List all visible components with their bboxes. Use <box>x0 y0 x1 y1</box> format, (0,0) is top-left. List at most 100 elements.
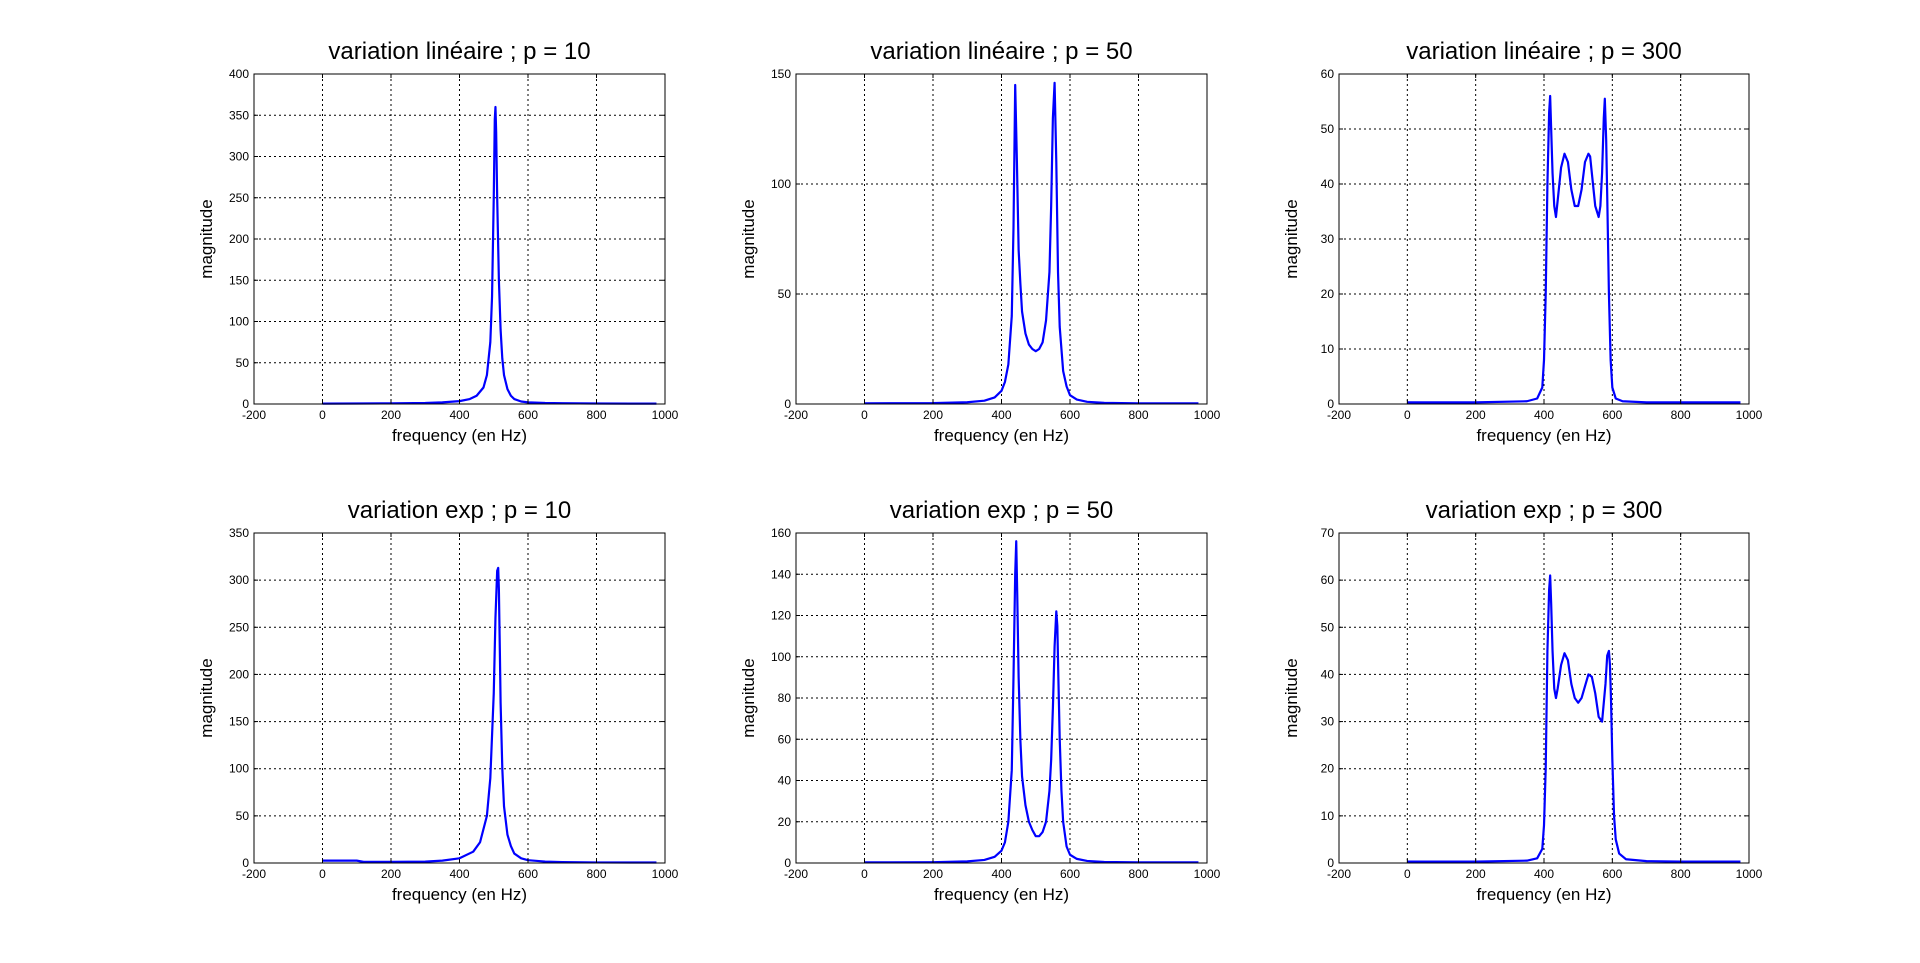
grid <box>1339 74 1749 404</box>
x-tick-label: 200 <box>381 408 401 422</box>
x-axis-label: frequency (en Hz) <box>392 426 527 445</box>
x-tick-label: 1000 <box>1736 408 1763 422</box>
y-tick-label: 150 <box>229 715 249 729</box>
y-tick-label: 0 <box>242 397 249 411</box>
y-tick-label: 80 <box>778 691 792 705</box>
y-tick-label: 100 <box>771 177 791 191</box>
y-tick-label: 50 <box>236 809 250 823</box>
x-tick-label: 1000 <box>1194 867 1221 881</box>
x-tick-label: 200 <box>1466 867 1486 881</box>
y-tick-label: 250 <box>229 620 249 634</box>
x-tick-label: -200 <box>242 408 266 422</box>
grid <box>796 533 1207 863</box>
y-tick-label: 100 <box>229 762 249 776</box>
y-tick-label: 40 <box>1321 667 1335 681</box>
y-tick-label: 0 <box>1327 397 1334 411</box>
x-tick-label: 1000 <box>652 408 679 422</box>
y-tick-label: 160 <box>771 526 791 540</box>
subplot-1: -200 0 200 400 600 800 10000501001502002503003… <box>197 38 679 445</box>
y-tick-label: 350 <box>229 526 249 540</box>
x-tick-label: 800 <box>586 408 606 422</box>
y-tick-label: 50 <box>1321 620 1335 634</box>
y-tick-label: 100 <box>229 315 249 329</box>
x-axis-label: frequency (en Hz) <box>934 885 1069 904</box>
x-tick-label: 200 <box>381 867 401 881</box>
chart-title: variation linéaire ; p = 50 <box>870 38 1132 65</box>
data-line-1 <box>864 81 1199 405</box>
y-tick-label: 40 <box>778 774 792 788</box>
x-tick-label: 200 <box>923 408 943 422</box>
y-axis-label: magnitude <box>1282 199 1301 278</box>
y-tick-label: 50 <box>1321 122 1335 136</box>
y-axis-label: magnitude <box>739 658 758 737</box>
x-tick-label: 0 <box>1404 408 1411 422</box>
y-tick-label: 400 <box>229 67 249 81</box>
grid <box>254 533 665 863</box>
y-tick-label: 30 <box>1321 715 1335 729</box>
y-tick-label: 350 <box>229 108 249 122</box>
y-tick-label: 200 <box>229 667 249 681</box>
y-tick-label: 20 <box>778 815 792 829</box>
x-tick-label: 400 <box>991 408 1011 422</box>
y-axis-label: magnitude <box>197 199 216 278</box>
chart-title: variation exp ; p = 300 <box>1426 497 1663 524</box>
x-tick-label: 600 <box>518 867 538 881</box>
x-tick-label: 600 <box>1602 408 1622 422</box>
data-line-1 <box>1407 574 1741 863</box>
x-tick-label: -200 <box>242 867 266 881</box>
x-tick-label: -200 <box>784 867 808 881</box>
x-tick-label: 600 <box>1602 867 1622 881</box>
chart-title: variation exp ; p = 50 <box>890 497 1113 524</box>
subplot-5: -200 0 200 400 600 800 10000204060801001201401… <box>739 497 1221 904</box>
y-tick-label: 50 <box>778 287 792 301</box>
subplot-3: -200 0 200 400 600 800 10000102030405060variat… <box>1282 38 1763 445</box>
y-tick-label: 0 <box>784 856 791 870</box>
x-tick-label: -200 <box>784 408 808 422</box>
grid <box>796 74 1207 404</box>
y-tick-label: 70 <box>1321 526 1335 540</box>
x-tick-label: 0 <box>1404 867 1411 881</box>
x-tick-label: 600 <box>1060 867 1080 881</box>
x-tick-label: -200 <box>1327 408 1351 422</box>
x-tick-label: 600 <box>1060 408 1080 422</box>
y-tick-label: 10 <box>1321 809 1335 823</box>
x-tick-label: 0 <box>319 867 326 881</box>
y-axis-label: magnitude <box>739 199 758 278</box>
grid <box>254 74 665 404</box>
x-tick-label: 1000 <box>1736 867 1763 881</box>
y-tick-label: 0 <box>242 856 249 870</box>
y-tick-label: 150 <box>771 67 791 81</box>
x-axis-label: frequency (en Hz) <box>934 426 1069 445</box>
x-tick-label: 0 <box>861 867 868 881</box>
x-tick-label: 800 <box>1128 408 1148 422</box>
y-tick-label: 20 <box>1321 287 1335 301</box>
y-tick-label: 100 <box>771 650 791 664</box>
y-tick-label: 60 <box>778 732 792 746</box>
x-axis-label: frequency (en Hz) <box>1476 885 1611 904</box>
x-tick-label: 400 <box>991 867 1011 881</box>
subplot-4: -200 0 200 400 600 800 10000501001502002503003… <box>197 497 679 904</box>
y-tick-label: 140 <box>771 567 791 581</box>
x-tick-label: 200 <box>923 867 943 881</box>
y-tick-label: 30 <box>1321 232 1335 246</box>
data-line-1 <box>322 566 657 864</box>
y-axis-label: magnitude <box>197 658 216 737</box>
x-tick-label: 400 <box>449 867 469 881</box>
data-line-1 <box>1407 94 1741 404</box>
x-tick-label: 0 <box>861 408 868 422</box>
y-tick-label: 150 <box>229 273 249 287</box>
x-tick-label: 800 <box>1671 867 1691 881</box>
y-tick-label: 120 <box>771 609 791 623</box>
x-tick-label: 200 <box>1466 408 1486 422</box>
y-tick-label: 60 <box>1321 67 1335 81</box>
x-tick-label: 800 <box>586 867 606 881</box>
y-tick-label: 0 <box>784 397 791 411</box>
x-tick-label: 1000 <box>652 867 679 881</box>
data-line-1 <box>864 540 1199 864</box>
x-tick-label: 600 <box>518 408 538 422</box>
y-tick-label: 300 <box>229 573 249 587</box>
x-axis-label: frequency (en Hz) <box>1476 426 1611 445</box>
y-axis-label: magnitude <box>1282 658 1301 737</box>
y-tick-label: 200 <box>229 232 249 246</box>
